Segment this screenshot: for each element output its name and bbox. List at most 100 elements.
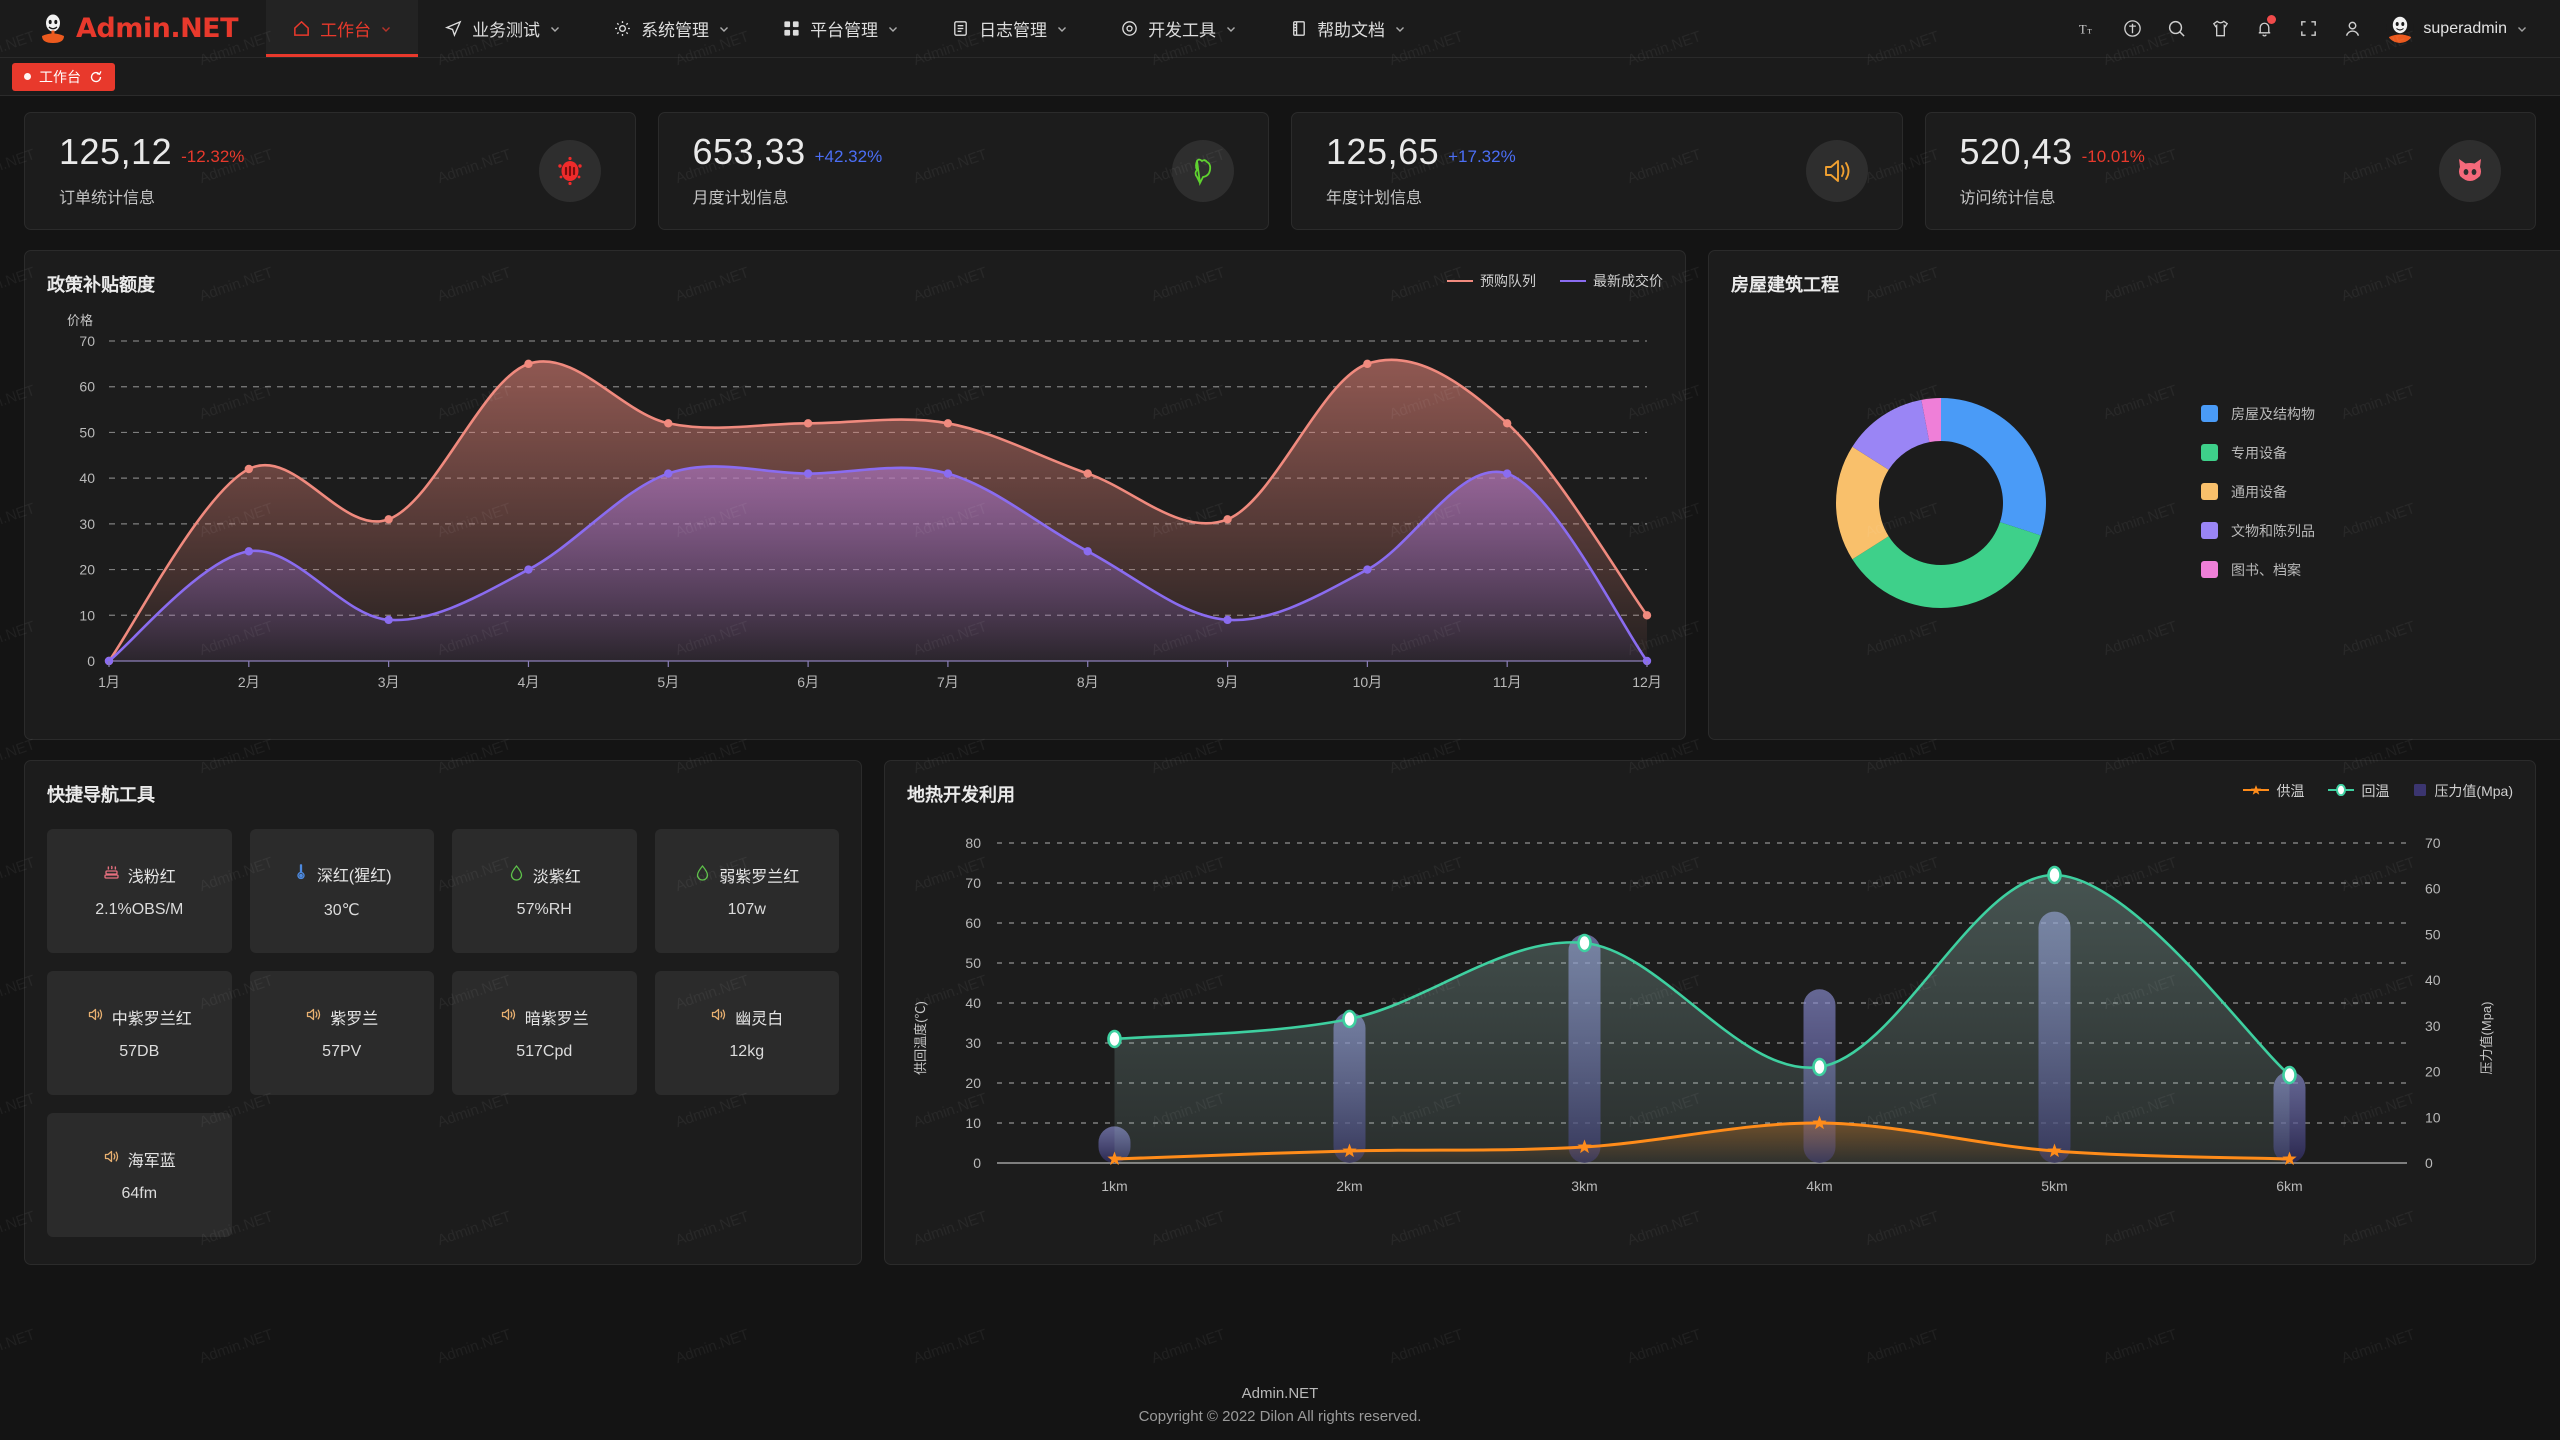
building-engineering-chart-card: 房屋建筑工程 房屋及结构物 专用设备 通用设备 文物和陈列品 图书、档案 (1708, 250, 2560, 740)
legend-item[interactable]: 最新成交价 (1560, 271, 1663, 291)
tool-item[interactable]: 中紫罗兰红 57DB (47, 971, 232, 1095)
density-icon (103, 864, 120, 886)
home-icon (292, 19, 311, 38)
footer-copyright: Copyright © 2022 Dilon All rights reserv… (1138, 1408, 1422, 1425)
tool-label: 淡紫红 (532, 869, 581, 886)
nav-item-dev-tools[interactable]: 开发工具 (1094, 0, 1263, 57)
nav-label: 帮助文档 (1317, 21, 1386, 40)
tool-item[interactable]: 海军蓝 64fm (47, 1113, 232, 1237)
svg-text:20: 20 (965, 1075, 981, 1091)
geothermal-chart-card: 地热开发利用 供温 回温 (884, 760, 2536, 1265)
stat-value: 520,43 (1959, 131, 2073, 172)
svg-text:20: 20 (79, 562, 95, 578)
tool-item[interactable]: 淡紫红 57%RH (452, 829, 637, 953)
svg-text:70: 70 (2425, 835, 2441, 851)
stat-card-monthly[interactable]: 653,33 +42.32% 月度计划信息 (657, 112, 1269, 230)
stat-label: 订单统计信息 (59, 190, 156, 207)
tool-value: 12kg (729, 1043, 765, 1060)
chart-legend: 供温 回温 压力值(Mpa) (2243, 781, 2513, 801)
svg-text:0: 0 (2425, 1155, 2433, 1171)
nav-item-log-manage[interactable]: 日志管理 (925, 0, 1094, 57)
tab-label: 工作台 (39, 68, 81, 85)
page-footer: Admin.NET Copyright © 2022 Dilon All rig… (0, 1370, 2560, 1440)
gear-icon (613, 19, 632, 38)
svg-text:T: T (2079, 22, 2087, 36)
svg-text:4km: 4km (1806, 1178, 1832, 1194)
legend-marker-star (2243, 783, 2270, 799)
stat-card-visits[interactable]: 520,43 -10.01% 访问统计信息 (1924, 112, 2536, 230)
search-icon[interactable] (2154, 0, 2198, 58)
chart-title: 政策补贴额度 (47, 275, 155, 295)
nav-label: 系统管理 (641, 21, 710, 40)
tool-item[interactable]: 浅粉红 2.1%OBS/M (47, 829, 232, 953)
user-menu[interactable]: superadmin (2374, 14, 2534, 43)
chevron-down-icon (720, 26, 729, 32)
chevron-down-icon (551, 26, 560, 32)
tab-workbench[interactable]: 工作台 (12, 62, 115, 91)
legend-item[interactable]: 压力值(Mpa) (2413, 781, 2513, 801)
dot-icon (24, 73, 31, 80)
avatar-mascot-icon (2386, 14, 2415, 43)
nav-label: 开发工具 (1148, 21, 1217, 40)
humidity-icon (694, 864, 711, 886)
nav-item-help-docs[interactable]: 帮助文档 (1263, 0, 1432, 57)
tool-item[interactable]: 暗紫罗兰 517Cpd (452, 971, 637, 1095)
app-header: Admin.NET 工作台 业务测试 (0, 0, 2560, 58)
svg-text:10: 10 (2425, 1109, 2441, 1125)
stat-delta: -12.32% (181, 147, 245, 167)
svg-text:40: 40 (2425, 972, 2441, 988)
stat-label: 月度计划信息 (692, 190, 789, 207)
stat-delta: -10.01% (2081, 147, 2145, 167)
tool-item[interactable]: 深红(猩红) 30℃ (249, 829, 434, 953)
shirt-icon[interactable] (2198, 0, 2242, 58)
tool-label: 弱紫罗兰红 (719, 869, 800, 886)
tool-item[interactable]: 幽灵白 12kg (654, 971, 839, 1095)
svg-text:60: 60 (79, 379, 95, 395)
panel-title: 快捷导航工具 (47, 785, 155, 805)
clipboard-icon (951, 19, 970, 38)
svg-text:7月: 7月 (937, 674, 959, 690)
volume-icon (710, 1006, 727, 1028)
cat-pink-icon (2439, 140, 2501, 202)
stat-card-yearly[interactable]: 125,65 +17.32% 年度计划信息 (1291, 112, 1903, 230)
svg-text:1月: 1月 (98, 674, 120, 690)
stat-card-orders[interactable]: 125,12 -12.32% 订单统计信息 (24, 112, 636, 230)
nav-item-platform-manage[interactable]: 平台管理 (756, 0, 925, 57)
svg-text:80: 80 (965, 835, 981, 851)
fullscreen-icon[interactable] (2286, 0, 2330, 58)
svg-text:6月: 6月 (797, 674, 819, 690)
svg-text:9月: 9月 (1217, 674, 1239, 690)
stat-label: 访问统计信息 (1959, 190, 2056, 207)
brand[interactable]: Admin.NET (0, 0, 266, 57)
svg-text:10月: 10月 (1353, 674, 1383, 690)
volume-icon (500, 1006, 517, 1028)
theme-icon[interactable] (2110, 0, 2154, 58)
tool-item[interactable]: 紫罗兰 57PV (249, 971, 434, 1095)
svg-text:60: 60 (2425, 881, 2441, 897)
legend-item[interactable]: 供温 (2243, 781, 2304, 801)
footer-brand: Admin.NET (1241, 1385, 1319, 1402)
svg-text:2km: 2km (1336, 1178, 1362, 1194)
legend-item[interactable]: 预购队列 (1447, 271, 1536, 291)
tool-grid: 浅粉红 2.1%OBS/M 深红(猩红) (47, 829, 839, 1237)
bell-icon[interactable] (2242, 0, 2286, 58)
nav-item-business-test[interactable]: 业务测试 (418, 0, 587, 57)
tool-value: 107w (727, 901, 766, 918)
grid-icon (782, 19, 801, 38)
main-nav: 工作台 业务测试 系统管理 (266, 0, 2066, 57)
refresh-icon[interactable] (89, 70, 103, 84)
mascot-logo-icon (40, 14, 66, 44)
account-icon[interactable] (2330, 0, 2374, 58)
svg-text:50: 50 (79, 424, 95, 440)
nav-item-workbench[interactable]: 工作台 (266, 0, 419, 57)
legend-label: 预购队列 (1480, 273, 1536, 289)
nav-item-system-manage[interactable]: 系统管理 (587, 0, 756, 57)
legend-item[interactable]: 回温 (2328, 781, 2389, 801)
svg-text:70: 70 (965, 875, 981, 891)
quick-nav-tools-card: 快捷导航工具 浅粉红 2.1%OBS/M (24, 760, 862, 1265)
tool-value: 57%RH (516, 901, 572, 918)
tool-item[interactable]: 弱紫罗兰红 107w (654, 829, 839, 953)
tool-value: 64fm (121, 1185, 158, 1202)
